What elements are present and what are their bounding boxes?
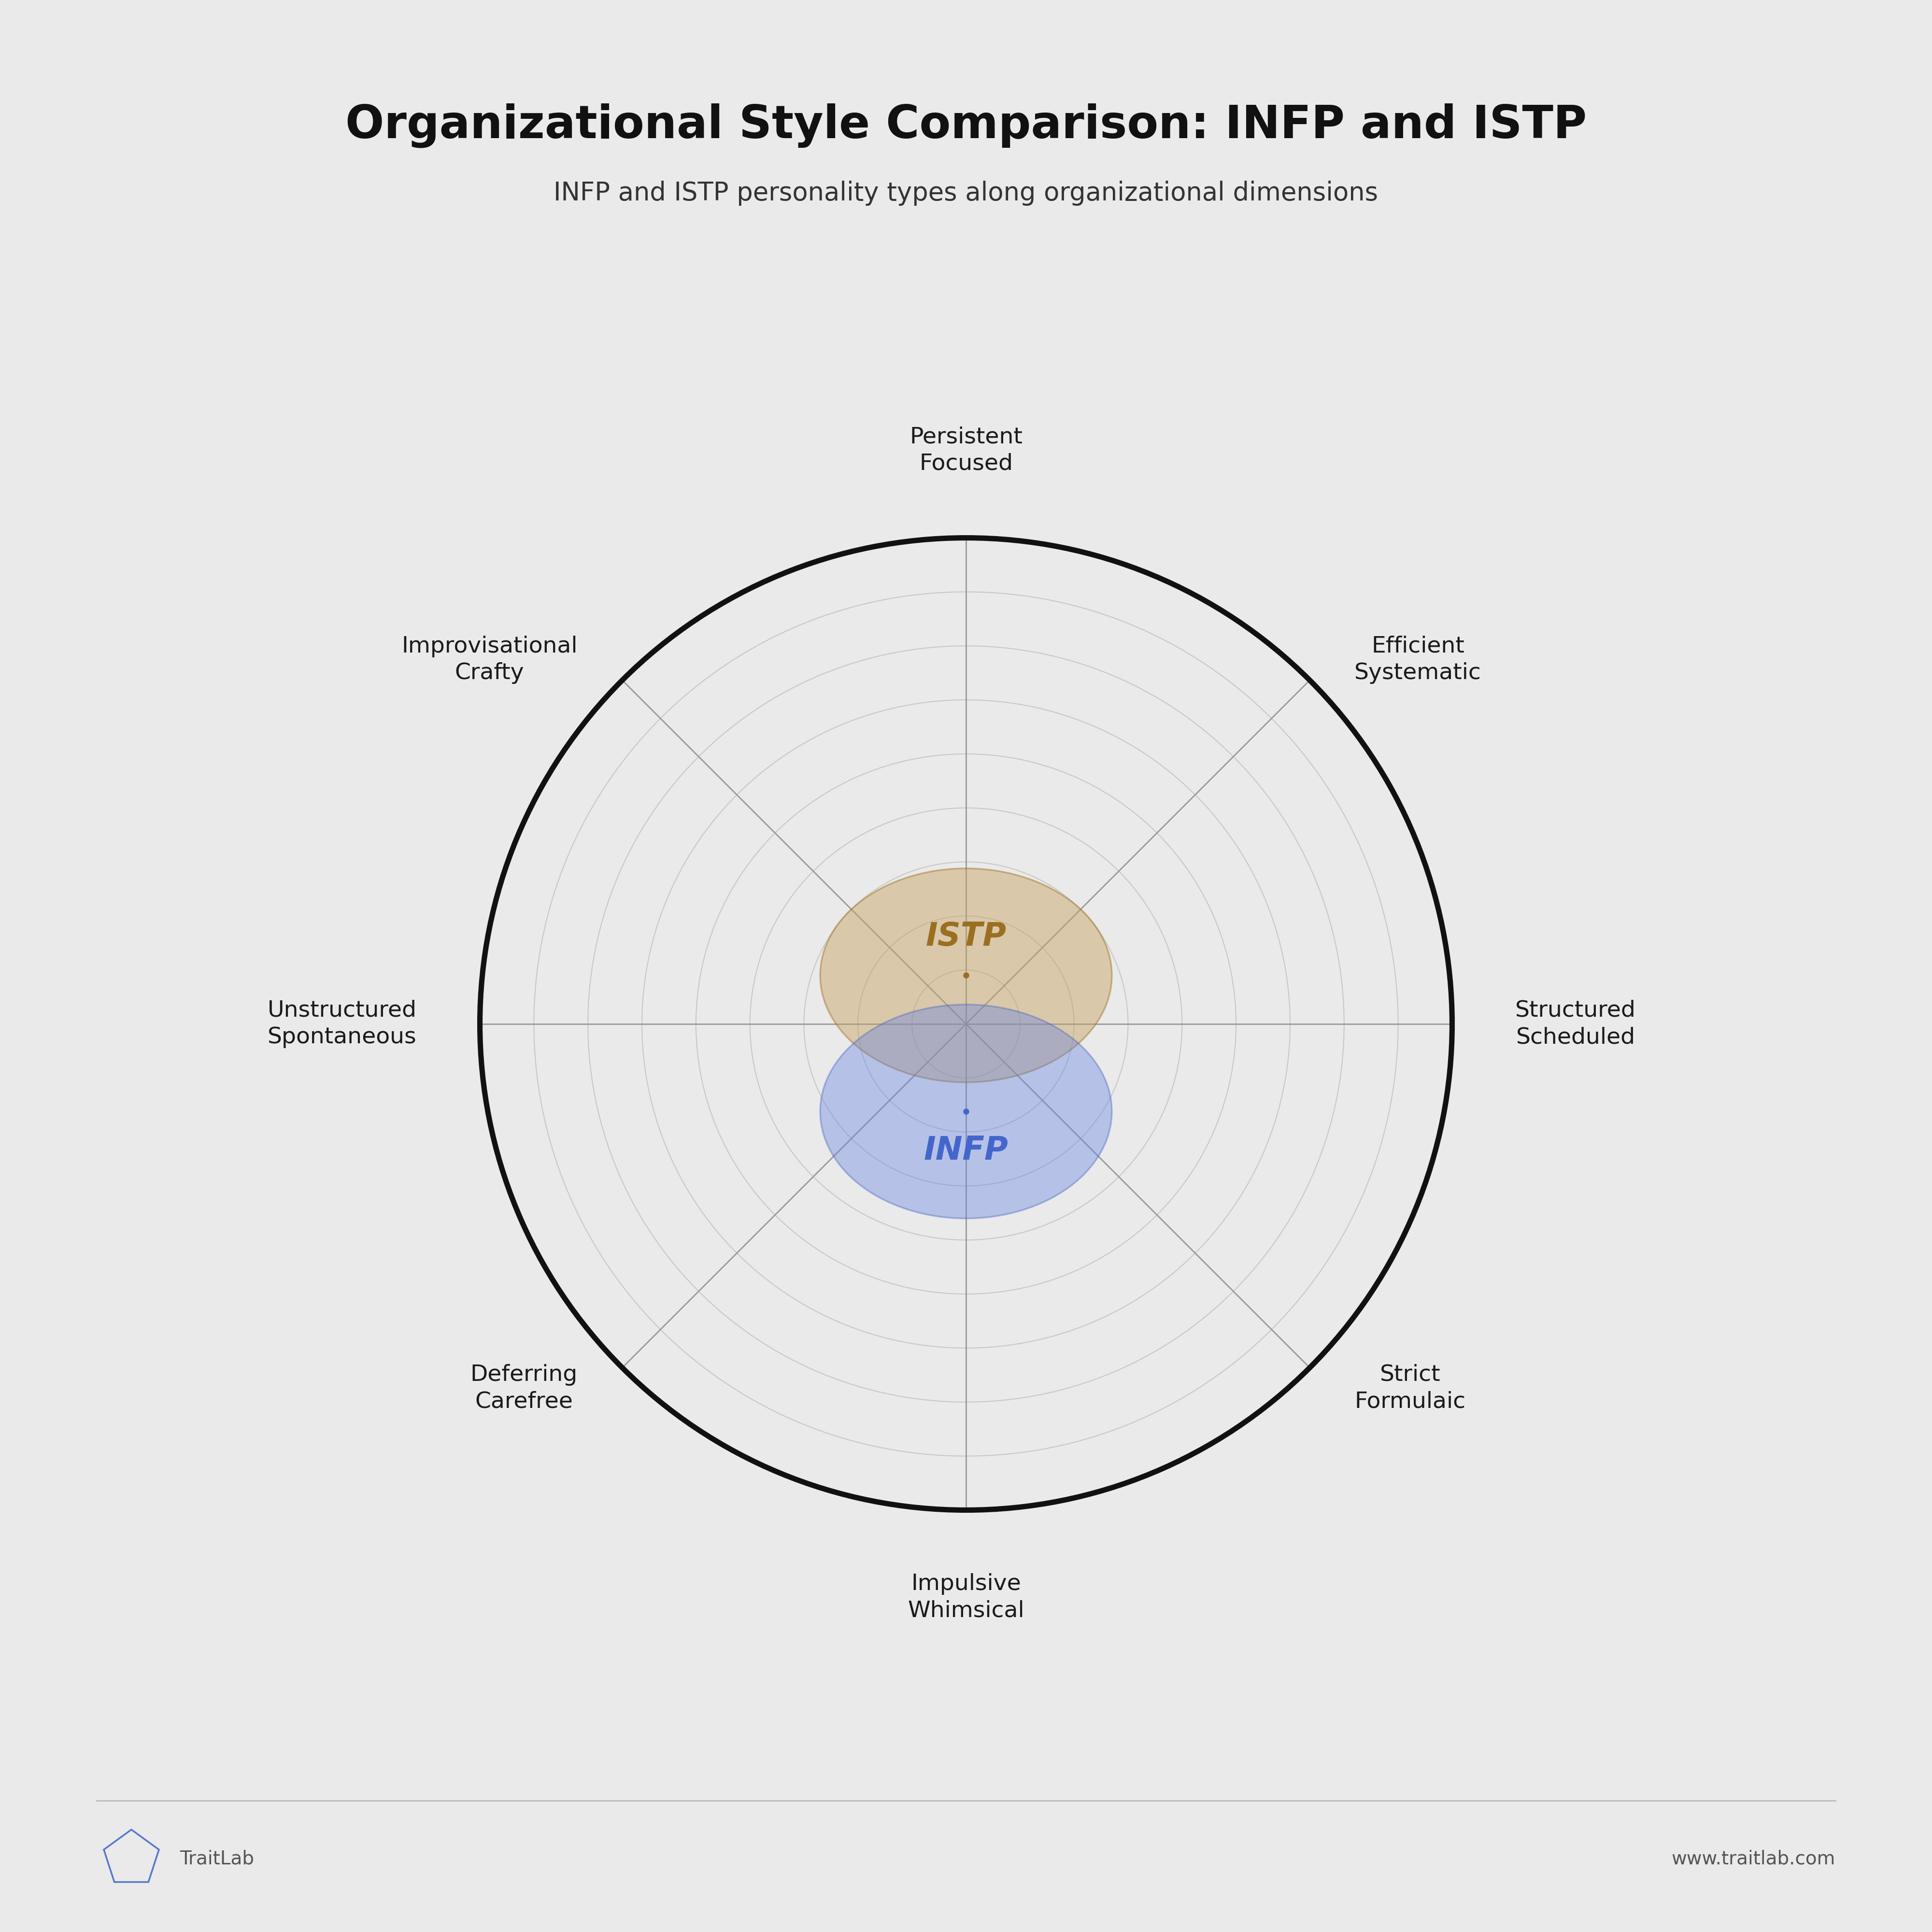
Text: Organizational Style Comparison: INFP and ISTP: Organizational Style Comparison: INFP an… xyxy=(346,102,1586,149)
Text: Strict
Formulaic: Strict Formulaic xyxy=(1354,1364,1466,1412)
Text: Unstructured
Spontaneous: Unstructured Spontaneous xyxy=(267,999,417,1049)
Text: Efficient
Systematic: Efficient Systematic xyxy=(1354,636,1482,684)
Ellipse shape xyxy=(821,1005,1111,1219)
Text: Persistent
Focused: Persistent Focused xyxy=(910,427,1022,475)
Text: ISTP: ISTP xyxy=(925,920,1007,952)
Text: INFP and ISTP personality types along organizational dimensions: INFP and ISTP personality types along or… xyxy=(554,182,1378,205)
Text: Structured
Scheduled: Structured Scheduled xyxy=(1515,999,1636,1049)
Text: INFP: INFP xyxy=(923,1134,1009,1167)
Text: Deferring
Carefree: Deferring Carefree xyxy=(469,1364,578,1412)
Ellipse shape xyxy=(821,867,1111,1082)
Text: www.traitlab.com: www.traitlab.com xyxy=(1671,1849,1835,1868)
Text: TraitLab: TraitLab xyxy=(180,1849,255,1868)
Text: Impulsive
Whimsical: Impulsive Whimsical xyxy=(908,1573,1024,1621)
Text: Improvisational
Crafty: Improvisational Crafty xyxy=(402,636,578,684)
